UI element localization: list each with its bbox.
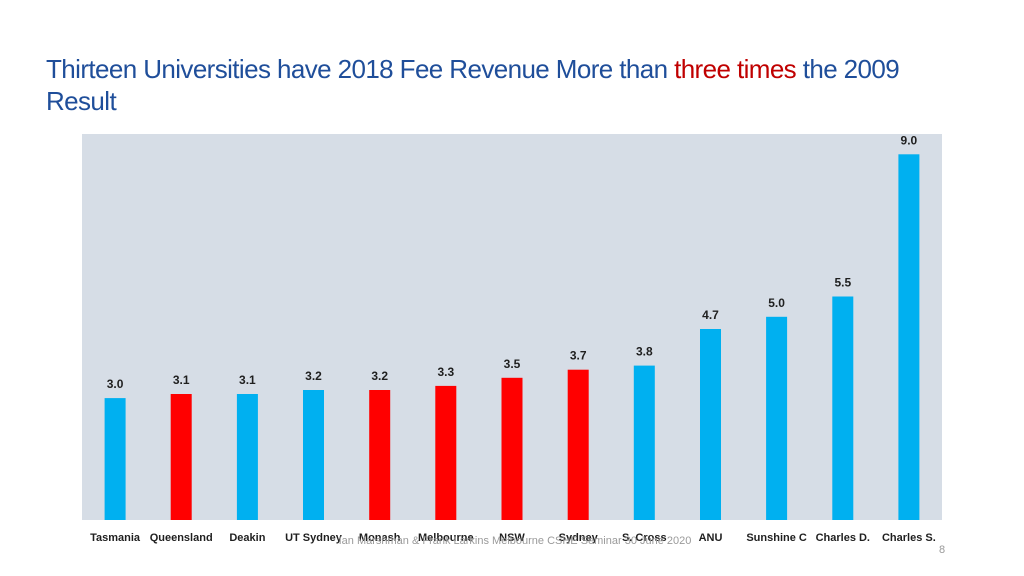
category-label-8: S. Cross [622, 532, 667, 544]
value-label-7: 3.7 [570, 349, 587, 363]
value-label-12: 9.0 [901, 133, 918, 147]
bar-10 [766, 316, 788, 520]
title-text-start: Thirteen Universities have 2018 Fee Reve… [46, 54, 675, 84]
category-label-4: Monash [359, 532, 401, 544]
category-label-7: Sydney [559, 532, 599, 544]
category-label-2: Deakin [229, 532, 265, 544]
category-label-11: Charles D. [816, 532, 870, 544]
title-highlight: three times [674, 54, 797, 84]
bar-7 [567, 369, 589, 520]
category-label-3: UT Sydney [285, 532, 343, 544]
value-label-1: 3.1 [173, 373, 190, 387]
value-label-2: 3.1 [239, 373, 256, 387]
bar-8 [633, 365, 655, 520]
value-labels-group: 3.0 3.1 3.1 3.2 3.2 3.3 3.5 3.7 3.8 4.7 5.0 5.5 9.0 [107, 133, 918, 391]
value-label-0: 3.0 [107, 377, 124, 391]
bar-1 [170, 394, 192, 520]
bar-9 [700, 329, 721, 520]
bar-11 [832, 296, 854, 520]
bar-0 [104, 398, 126, 520]
title-text-end: the 2009 Result [46, 54, 900, 116]
category-label-9: ANU [699, 532, 723, 544]
bar-12 [898, 154, 920, 521]
bar-5 [435, 385, 457, 520]
category-label-5: Melbourne [418, 532, 474, 544]
bars-group [104, 154, 920, 521]
value-label-6: 3.5 [504, 357, 521, 371]
bar-2 [236, 394, 258, 520]
value-label-9: 4.7 [702, 308, 719, 322]
bar-3 [303, 390, 324, 520]
value-label-3: 3.2 [305, 369, 322, 383]
value-label-8: 3.8 [636, 345, 653, 359]
value-label-4: 3.2 [371, 369, 388, 383]
category-label-10: Sunshine C [746, 532, 807, 544]
category-label-1: Queensland [150, 532, 213, 544]
slide-title: Thirteen Universities have 2018 Fee Reve… [46, 53, 946, 117]
category-label-12: Charles S. [882, 532, 936, 544]
bar-4 [369, 390, 391, 520]
slide-footer: Ian Marshman & Frank Larkins Melbourne C… [338, 535, 692, 547]
category-labels-group: Tasmania Queensland Deakin UT Sydney Monash M… [90, 532, 936, 544]
value-label-10: 5.0 [768, 296, 785, 310]
page-number: 8 [938, 544, 946, 556]
bar-6 [501, 377, 523, 520]
value-label-5: 3.3 [437, 365, 454, 379]
value-label-11: 5.5 [834, 276, 851, 290]
category-label-6: NSW [499, 532, 525, 544]
category-label-0: Tasmania [90, 532, 141, 544]
